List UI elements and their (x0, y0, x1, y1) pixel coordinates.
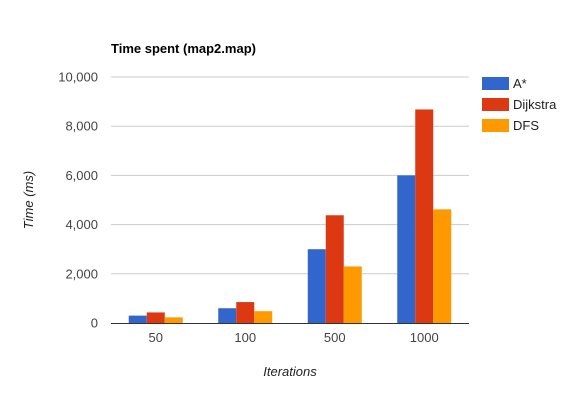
y-tick-label: 10,000 (58, 70, 98, 85)
y-tick-label: 2,000 (65, 266, 98, 281)
chart-title: Time spent (map2.map) (111, 41, 256, 56)
bar-a-100 (218, 308, 237, 323)
y-tick-label: 4,000 (65, 217, 98, 232)
y-tick-label: 0 (91, 316, 98, 331)
x-axis-ticks: 50 100 500 1000 (149, 330, 439, 345)
x-tick-label: 100 (234, 330, 256, 345)
x-tick-label: 50 (149, 330, 163, 345)
legend: A* Dijkstra DFS (482, 76, 557, 133)
bar-dijkstra-100 (236, 302, 255, 323)
bar-dijkstra-1000 (415, 109, 434, 323)
legend-swatch (482, 98, 509, 111)
y-tick-label: 6,000 (65, 168, 98, 183)
bar-dfs-50 (164, 317, 183, 323)
y-axis-ticks: 0 2,000 4,000 6,000 8,000 10,000 (58, 70, 98, 331)
x-tick-label: 500 (324, 330, 346, 345)
bar-dijkstra-500 (325, 215, 344, 323)
bar-dfs-1000 (433, 209, 452, 323)
bar-dfs-100 (254, 311, 273, 323)
legend-swatch (482, 119, 509, 132)
bar-dfs-500 (343, 266, 362, 323)
legend-label: DFS (513, 118, 539, 133)
y-tick-label: 8,000 (65, 119, 98, 134)
legend-label: A* (513, 76, 527, 91)
x-axis-title: Iterations (263, 364, 317, 379)
bar-dijkstra-50 (146, 312, 165, 323)
legend-label: Dijkstra (513, 97, 557, 112)
x-tick-label: 1000 (410, 330, 439, 345)
bar-a-500 (307, 249, 326, 323)
y-axis-title: Time (ms) (21, 171, 36, 229)
bar-a-1000 (397, 175, 416, 323)
bar-a-50 (128, 315, 147, 323)
bars (128, 109, 452, 323)
legend-swatch (482, 77, 509, 90)
